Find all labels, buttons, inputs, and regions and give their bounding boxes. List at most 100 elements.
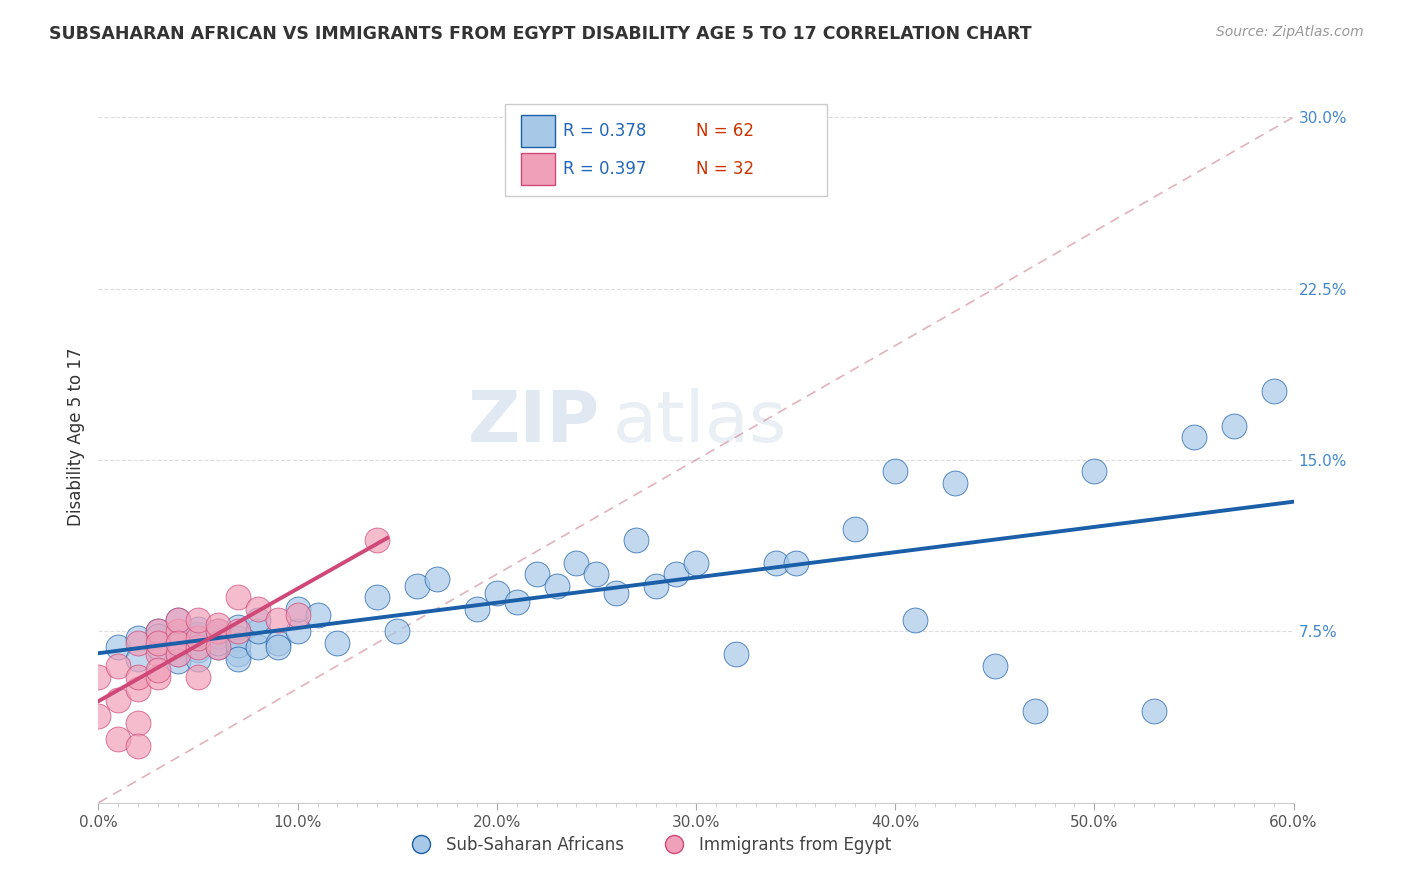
Point xyxy=(87,709,110,723)
Point xyxy=(1223,418,1246,433)
Point xyxy=(148,629,170,643)
Point xyxy=(226,624,249,639)
Point xyxy=(127,652,149,666)
Point xyxy=(506,595,529,609)
Point xyxy=(984,658,1007,673)
Point xyxy=(546,579,568,593)
FancyBboxPatch shape xyxy=(522,153,555,186)
Point xyxy=(207,624,229,639)
Point xyxy=(167,654,190,668)
Point xyxy=(187,613,209,627)
Point xyxy=(207,640,229,655)
Point xyxy=(127,632,149,646)
Point xyxy=(226,638,249,652)
Point xyxy=(148,624,170,639)
Point xyxy=(167,624,190,639)
Point xyxy=(207,640,229,655)
Point xyxy=(645,579,668,593)
FancyBboxPatch shape xyxy=(505,104,827,195)
Point xyxy=(207,629,229,643)
Point xyxy=(526,567,548,582)
Point xyxy=(1263,384,1285,399)
Point xyxy=(665,567,688,582)
Point xyxy=(107,658,129,673)
Point xyxy=(465,601,488,615)
Point xyxy=(267,613,290,627)
Point xyxy=(605,585,627,599)
Point xyxy=(187,642,209,657)
Text: N = 32: N = 32 xyxy=(696,161,754,178)
Text: Source: ZipAtlas.com: Source: ZipAtlas.com xyxy=(1216,25,1364,39)
Text: R = 0.378: R = 0.378 xyxy=(564,122,647,140)
Point xyxy=(226,652,249,666)
Point xyxy=(148,640,170,655)
Point xyxy=(167,636,190,650)
Point xyxy=(226,632,249,646)
Point xyxy=(246,640,269,655)
Point xyxy=(207,624,229,639)
Point xyxy=(724,647,747,661)
Point xyxy=(626,533,648,547)
Point xyxy=(167,613,190,627)
Point xyxy=(167,647,190,661)
Point xyxy=(246,601,269,615)
Point xyxy=(187,626,209,640)
Point xyxy=(167,613,190,627)
Point xyxy=(844,521,866,535)
Point xyxy=(187,622,209,636)
Point xyxy=(765,556,787,570)
Point xyxy=(107,640,129,655)
Point xyxy=(127,739,149,753)
Point xyxy=(107,731,129,746)
Y-axis label: Disability Age 5 to 17: Disability Age 5 to 17 xyxy=(66,348,84,526)
Point xyxy=(226,620,249,634)
Point xyxy=(148,636,170,650)
Point xyxy=(1182,430,1205,444)
Point xyxy=(406,579,429,593)
Point xyxy=(267,640,290,655)
Point xyxy=(148,624,170,639)
Point xyxy=(148,670,170,684)
Point xyxy=(1083,464,1105,478)
Point xyxy=(207,636,229,650)
Text: N = 62: N = 62 xyxy=(696,122,754,140)
FancyBboxPatch shape xyxy=(522,115,555,147)
Point xyxy=(226,647,249,661)
Point xyxy=(287,601,309,615)
Text: R = 0.397: R = 0.397 xyxy=(564,161,647,178)
Point xyxy=(485,585,508,599)
Point xyxy=(148,663,170,677)
Point xyxy=(246,613,269,627)
Point xyxy=(127,681,149,696)
Point xyxy=(148,647,170,661)
Point xyxy=(187,670,209,684)
Point xyxy=(107,693,129,707)
Point xyxy=(685,556,707,570)
Point xyxy=(187,652,209,666)
Point xyxy=(187,632,209,646)
Point xyxy=(127,636,149,650)
Legend: Sub-Saharan Africans, Immigrants from Egypt: Sub-Saharan Africans, Immigrants from Eg… xyxy=(398,829,898,860)
Point xyxy=(385,624,409,639)
Point xyxy=(127,715,149,730)
Point xyxy=(785,556,807,570)
Text: ZIP: ZIP xyxy=(468,388,600,457)
Point xyxy=(87,670,110,684)
Point xyxy=(267,636,290,650)
Point xyxy=(167,638,190,652)
Point xyxy=(307,608,329,623)
Point xyxy=(246,624,269,639)
Point xyxy=(943,475,966,490)
Point xyxy=(287,608,309,623)
Text: SUBSAHARAN AFRICAN VS IMMIGRANTS FROM EGYPT DISABILITY AGE 5 TO 17 CORRELATION C: SUBSAHARAN AFRICAN VS IMMIGRANTS FROM EG… xyxy=(49,25,1032,43)
Point xyxy=(287,624,309,639)
Point xyxy=(1143,705,1166,719)
Point xyxy=(326,636,349,650)
Point xyxy=(884,464,907,478)
Point xyxy=(127,670,149,684)
Point xyxy=(366,590,388,604)
Point xyxy=(366,533,388,547)
Point xyxy=(904,613,927,627)
Point xyxy=(167,647,190,661)
Point xyxy=(585,567,607,582)
